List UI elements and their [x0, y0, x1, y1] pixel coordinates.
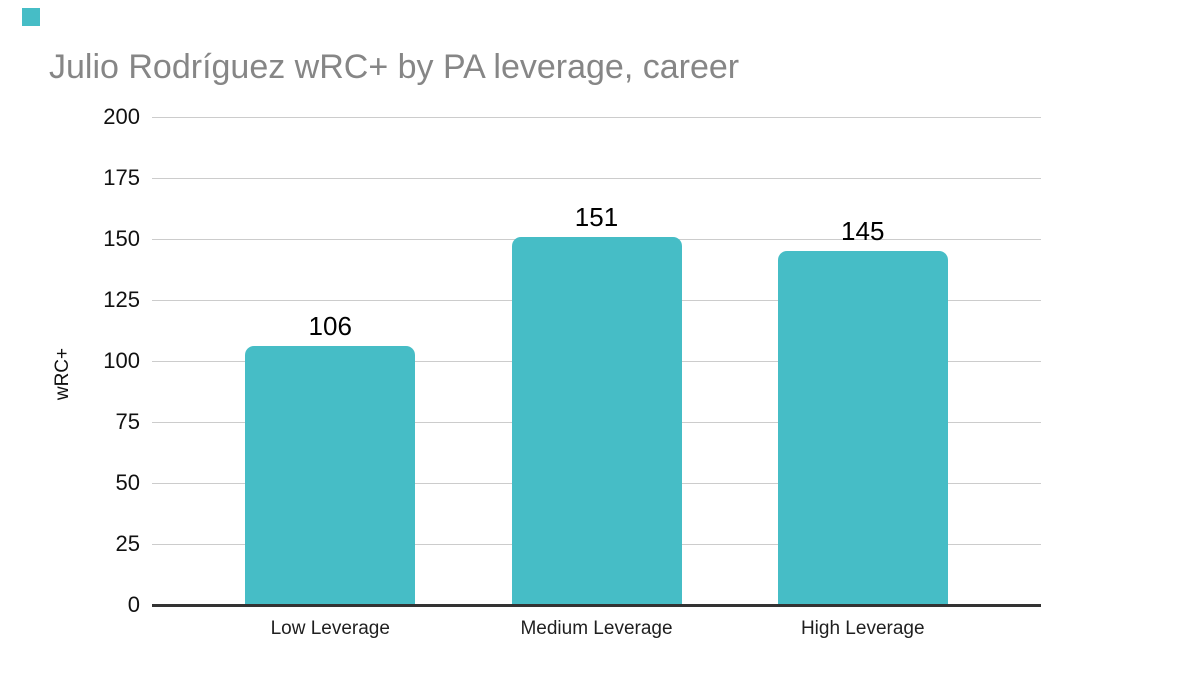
x-category-label-low-leverage: Low Leverage: [270, 618, 390, 639]
y-tick-label-200: 200: [103, 104, 140, 129]
y-tick-label-125: 125: [103, 287, 140, 312]
bar-value-label-medium-leverage: 151: [574, 201, 619, 232]
y-tick-label-150: 150: [103, 226, 140, 251]
y-tick-label-100: 100: [103, 348, 140, 373]
y-tick-label-25: 25: [115, 531, 140, 556]
bar-low-leverage: [245, 346, 416, 605]
gridline-200: [152, 117, 1041, 118]
bar-value-label-high-leverage: 145: [841, 216, 885, 247]
y-tick-label-0: 0: [127, 592, 140, 617]
y-tick-label-50: 50: [115, 470, 140, 495]
x-axis-line: [152, 604, 1041, 607]
y-tick-label-175: 175: [103, 165, 140, 190]
accent-square: [22, 8, 40, 26]
x-category-label-high-leverage: High Leverage: [800, 618, 925, 639]
chart-title: Julio Rodríguez wRC+ by PA leverage, car…: [49, 48, 740, 86]
x-category-label-medium-leverage: Medium Leverage: [520, 618, 673, 639]
gridline-175: [152, 178, 1041, 179]
bar-value-label-low-leverage: 106: [308, 311, 352, 342]
y-tick-label-75: 75: [115, 409, 140, 434]
bar-high-leverage: [777, 251, 948, 605]
bar-medium-leverage: [511, 236, 682, 605]
